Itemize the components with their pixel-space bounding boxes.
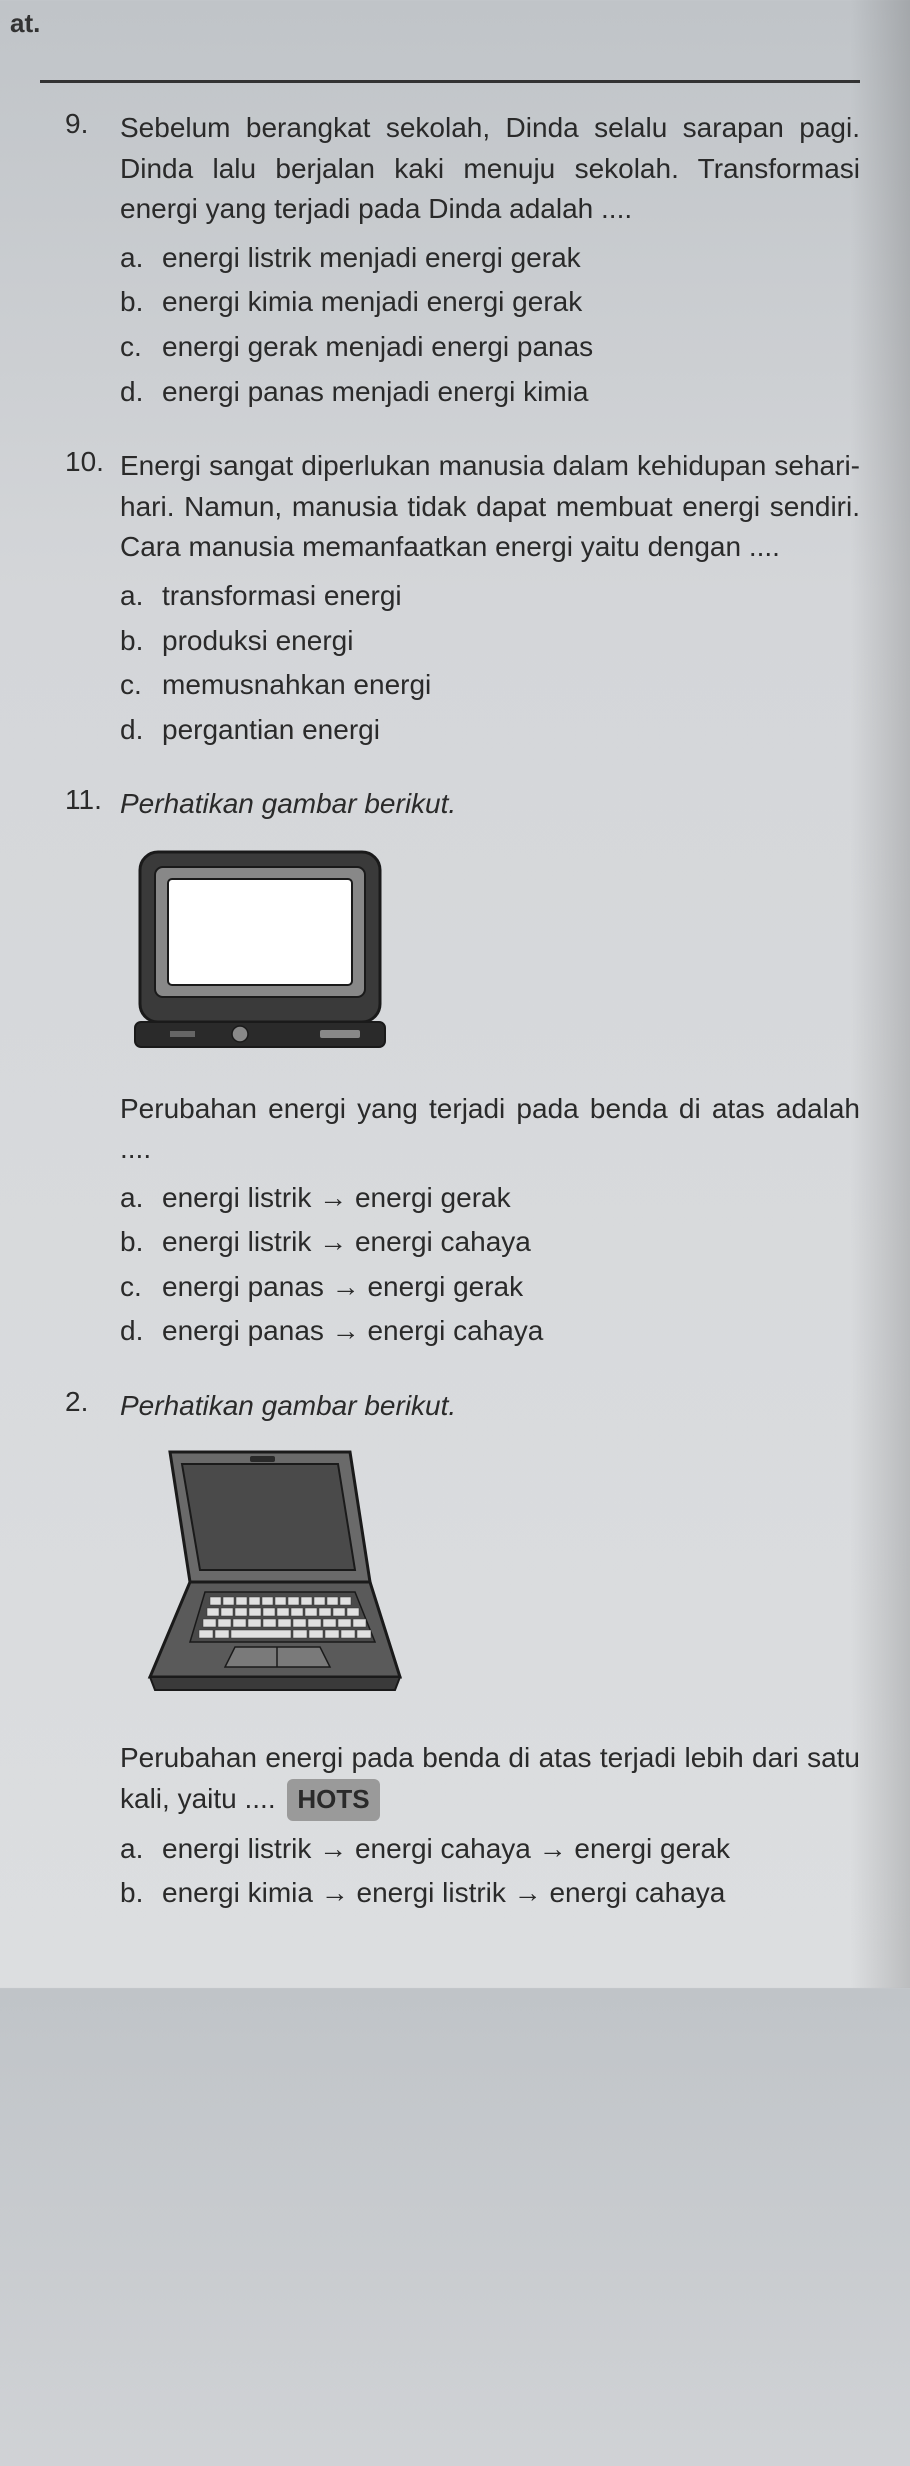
option-text: energi kimia → energi listrik → energi c… — [162, 1873, 860, 1914]
option-letter: d. — [120, 1311, 162, 1352]
laptop-illustration — [120, 1442, 860, 1714]
option-a: a. energi listrik → energi cahaya → ener… — [120, 1829, 860, 1870]
option-text: energi listrik → energi cahaya — [162, 1222, 860, 1263]
question-text: Sebelum berangkat sekolah, Dinda selalu … — [120, 108, 860, 230]
tv-illustration — [120, 837, 860, 1069]
option-letter: c. — [120, 665, 162, 706]
option-text: energi panas menjadi energi kimia — [162, 372, 860, 413]
option-b: b. energi kimia → energi listrik → energ… — [120, 1873, 860, 1914]
option-b: b. produksi energi — [120, 621, 860, 662]
option-letter: b. — [120, 1222, 162, 1263]
question-11: 11. Perhatikan gambar berikut. Perubahan… — [65, 784, 860, 1356]
option-text: transformasi energi — [162, 576, 860, 617]
option-text: energi listrik → energi gerak — [162, 1178, 860, 1219]
question-text: Perubahan energi pada benda di atas terj… — [120, 1738, 860, 1820]
option-letter: b. — [120, 1873, 162, 1914]
content-area: 9. Sebelum berangkat sekolah, Dinda sela… — [40, 108, 860, 1918]
option-text: energi kimia menjadi energi gerak — [162, 282, 860, 323]
option-letter: a. — [120, 238, 162, 279]
option-c: c. energi panas → energi gerak — [120, 1267, 860, 1308]
option-text: produksi energi — [162, 621, 860, 662]
option-letter: c. — [120, 327, 162, 368]
option-text: energi listrik → energi cahaya → energi … — [162, 1829, 860, 1870]
option-text: energi gerak menjadi energi panas — [162, 327, 860, 368]
question-number: 2. — [65, 1386, 120, 1418]
option-d: d. energi panas menjadi energi kimia — [120, 372, 860, 413]
options-list: a. energi listrik → energi gerak b. ener… — [120, 1178, 860, 1352]
option-letter: d. — [120, 710, 162, 751]
option-a: a. transformasi energi — [120, 576, 860, 617]
question-10: 10. Energi sangat diperlukan manusia dal… — [65, 446, 860, 754]
options-list: a. energi listrik → energi cahaya → ener… — [120, 1829, 860, 1914]
question-prompt: Perhatikan gambar berikut. — [120, 784, 860, 825]
question-body: Energi sangat diperlukan manusia dalam k… — [120, 446, 860, 754]
question-text: Perubahan energi yang terjadi pada benda… — [120, 1089, 860, 1170]
option-letter: c. — [120, 1267, 162, 1308]
option-letter: b. — [120, 621, 162, 662]
option-letter: a. — [120, 576, 162, 617]
question-body: Perhatikan gambar berikut. Perubahan ene… — [120, 784, 860, 1356]
option-text: pergantian energi — [162, 710, 860, 751]
option-b: b. energi listrik → energi cahaya — [120, 1222, 860, 1263]
question-number: 9. — [65, 108, 120, 140]
header-divider — [40, 80, 860, 83]
option-text: energi panas → energi gerak — [162, 1267, 860, 1308]
header-tab: at. — [10, 8, 40, 39]
page-edge-shadow — [850, 0, 910, 1988]
question-number: 10. — [65, 446, 120, 478]
option-letter: a. — [120, 1829, 162, 1870]
option-d: d. pergantian energi — [120, 710, 860, 751]
question-prompt: Perhatikan gambar berikut. — [120, 1386, 860, 1427]
option-c: c. memusnahkan energi — [120, 665, 860, 706]
option-a: a. energi listrik menjadi energi gerak — [120, 238, 860, 279]
question-body: Perhatikan gambar berikut. — [120, 1386, 860, 1918]
option-letter: b. — [120, 282, 162, 323]
question-12: 2. Perhatikan gambar berikut. — [65, 1386, 860, 1918]
option-b: b. energi kimia menjadi energi gerak — [120, 282, 860, 323]
option-letter: a. — [120, 1178, 162, 1219]
question-number: 11. — [65, 784, 120, 816]
options-list: a. transformasi energi b. produksi energ… — [120, 576, 860, 750]
question-text-part: Perubahan energi pada benda di atas terj… — [120, 1742, 860, 1814]
options-list: a. energi listrik menjadi energi gerak b… — [120, 238, 860, 412]
option-text: energi listrik menjadi energi gerak — [162, 238, 860, 279]
option-c: c. energi gerak menjadi energi panas — [120, 327, 860, 368]
option-text: energi panas → energi cahaya — [162, 1311, 860, 1352]
option-text: memusnahkan energi — [162, 665, 860, 706]
question-text: Energi sangat diperlukan manusia dalam k… — [120, 446, 860, 568]
laptop-icon — [120, 1442, 410, 1702]
question-body: Sebelum berangkat sekolah, Dinda selalu … — [120, 108, 860, 416]
option-d: d. energi panas → energi cahaya — [120, 1311, 860, 1352]
question-9: 9. Sebelum berangkat sekolah, Dinda sela… — [65, 108, 860, 416]
option-letter: d. — [120, 372, 162, 413]
tv-icon — [120, 837, 400, 1057]
option-a: a. energi listrik → energi gerak — [120, 1178, 860, 1219]
hots-badge: HOTS — [287, 1779, 379, 1821]
